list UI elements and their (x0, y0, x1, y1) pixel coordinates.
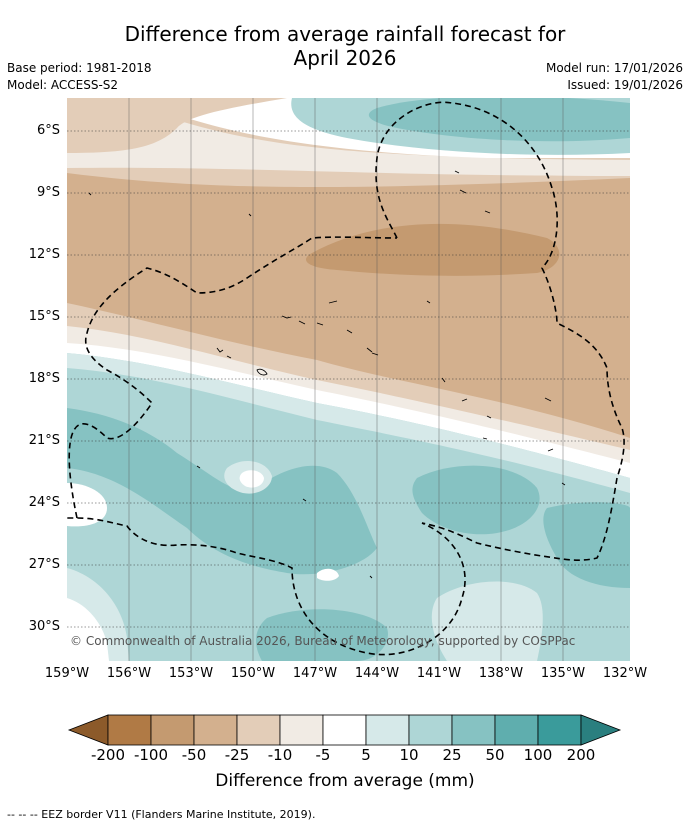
colorbar-segment (365, 714, 410, 746)
colorbar-label: 25 (442, 746, 462, 764)
islands (88, 170, 566, 579)
lat-tick: 15°S (28, 309, 60, 324)
eez-border-east (67, 101, 625, 656)
colorbar-label: 50 (485, 746, 505, 764)
band-25-50-southeast (543, 502, 630, 588)
colorbar-extend-low (67, 714, 109, 746)
graticule-lat (67, 130, 630, 628)
colorbar-title: Difference from average (mm) (215, 771, 475, 791)
rainfall-map (67, 98, 630, 661)
lat-tick: 30°S (28, 619, 60, 634)
colorbar-label: 5 (361, 746, 371, 764)
eez-border-west (68, 236, 398, 519)
band-upper-brown (67, 98, 287, 153)
band-5-10-fringe (67, 353, 630, 493)
colorbar-segment (107, 714, 152, 746)
pocket-white-southwest (67, 598, 109, 661)
lat-tick: 27°S (28, 557, 60, 572)
lat-tick: 21°S (28, 433, 60, 448)
lat-tick: 6°S (36, 123, 60, 138)
colorbar-segment (408, 714, 453, 746)
colorbar-segment (322, 714, 367, 746)
base-period: Base period: 1981-2018 (7, 61, 152, 75)
lat-tick: 24°S (28, 495, 60, 510)
meta-right: Model run: 17/01/2026 Issued: 19/01/2026 (546, 60, 683, 94)
band-upper-tint (67, 98, 630, 176)
lon-tick: 132°W (602, 666, 648, 681)
model-name: Model: ACCESS-S2 (7, 78, 119, 92)
lon-tick: 159°W (44, 666, 90, 681)
map-svg (67, 98, 630, 661)
graticule (128, 98, 564, 661)
colorbar-label: 10 (399, 746, 419, 764)
pocket-white-small (317, 568, 339, 581)
colorbar-extend-high (580, 714, 622, 746)
colorbar-segments (67, 714, 622, 746)
lon-tick: 138°W (478, 666, 524, 681)
lon-tick: 150°W (230, 666, 276, 681)
colorbar-label: -10 (267, 746, 293, 764)
colorbar-label: -25 (224, 746, 250, 764)
colorbar (67, 714, 622, 746)
issued-date: Issued: 19/01/2026 (567, 78, 683, 92)
colorbar-segment (451, 714, 496, 746)
title-line-1: Difference from average rainfall forecas… (124, 22, 566, 46)
lat-tick: 12°S (28, 247, 60, 262)
colorbar-segment (537, 714, 582, 746)
lat-tick: 18°S (28, 371, 60, 386)
colorbar-label: -50 (181, 746, 207, 764)
colorbar-label: 200 (566, 746, 596, 764)
colorbar-segment (279, 714, 324, 746)
colorbar-segment (236, 714, 281, 746)
pocket-light-southeast (431, 581, 543, 661)
lon-tick: 141°W (416, 666, 462, 681)
lon-tick: 153°W (168, 666, 214, 681)
colorbar-label: -5 (315, 746, 331, 764)
lon-tick: 156°W (106, 666, 152, 681)
band-upper-teal-dark (368, 98, 630, 142)
colorbar-segment (150, 714, 195, 746)
pocket-white-1 (239, 470, 264, 488)
colorbar-label: -100 (133, 746, 169, 764)
band-25-50-east (412, 465, 540, 535)
colorbar-label: 100 (523, 746, 553, 764)
colorbar-label: -200 (90, 746, 126, 764)
title-line-2: April 2026 (293, 46, 397, 70)
lon-tick: 135°W (540, 666, 586, 681)
map-title: Difference from average rainfall forecas… (0, 22, 690, 70)
band-25-50-west (67, 408, 377, 575)
colorbar-segment (494, 714, 539, 746)
copyright-notice: © Commonwealth of Australia 2026, Bureau… (70, 634, 576, 648)
meta-left: Base period: 1981-2018 Model: ACCESS-S2 (7, 60, 152, 94)
lon-tick: 144°W (354, 666, 400, 681)
lat-tick: 9°S (36, 185, 60, 200)
eez-footnote: -- -- -- EEZ border V11 (Flanders Marine… (7, 808, 316, 821)
colorbar-segment (193, 714, 238, 746)
model-run: Model run: 17/01/2026 (545, 61, 683, 75)
lon-tick: 147°W (292, 666, 338, 681)
band-25-50-south (255, 609, 388, 661)
